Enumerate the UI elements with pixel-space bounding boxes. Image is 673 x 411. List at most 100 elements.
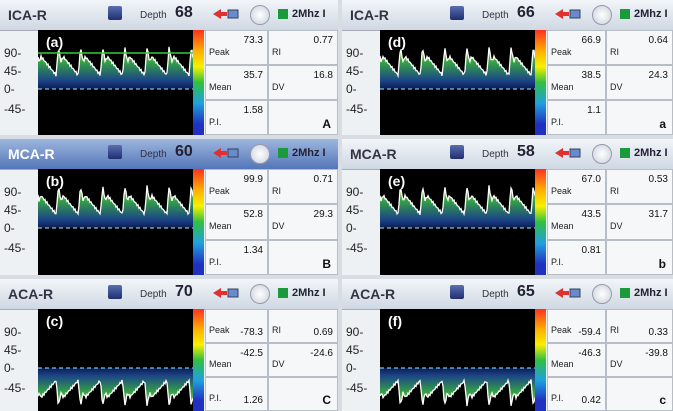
scale-label: 90-: [4, 325, 21, 339]
doppler-panel: ICA-RDepth682Mhz I90-45-0--45-(a)Peak73.…: [0, 0, 338, 135]
scale-label: 45-: [4, 64, 21, 78]
data-cell: Peak-78.3: [205, 309, 268, 343]
toggle-button[interactable]: [250, 284, 270, 304]
vessel-name: ICA-R: [350, 7, 389, 23]
direction-icon: [555, 147, 581, 159]
dv-label: DV: [272, 221, 285, 231]
mean-label: Mean: [551, 221, 574, 231]
probe-icon: [450, 285, 464, 299]
data-cell: P.I.0.81: [547, 240, 606, 275]
arrow-red: [555, 288, 569, 298]
mean-value: 43.5: [582, 209, 601, 220]
dv-value: 24.3: [649, 70, 668, 81]
frequency: 2Mhz I: [292, 287, 326, 299]
mean-value: 52.8: [244, 209, 263, 220]
scale-label: 0-: [4, 221, 15, 235]
dv-value: 31.7: [649, 209, 668, 220]
spectrum: (e): [380, 169, 535, 275]
dv-label: DV: [272, 359, 285, 369]
panel-tag: (e): [388, 173, 405, 189]
depth-value: 65: [517, 283, 535, 301]
pi-label: P.I.: [551, 393, 563, 403]
depth-value: 60: [175, 143, 193, 161]
data-cell: Mean-42.5: [205, 343, 268, 377]
panel-header: ACA-RDepth652Mhz I: [342, 279, 673, 310]
vessel-name: MCA-R: [8, 146, 55, 162]
status-indicator: [620, 9, 630, 19]
ri-label: RI: [610, 47, 619, 57]
peak-value: 99.9: [244, 174, 263, 185]
depth-label: Depth: [140, 149, 167, 160]
dv-label: DV: [272, 82, 285, 92]
data-cell: B: [268, 240, 338, 275]
probe-icon: [450, 6, 464, 20]
toggle-button[interactable]: [250, 5, 270, 25]
mean-value: 38.5: [582, 70, 601, 81]
depth-value: 68: [175, 4, 193, 22]
data-cell: P.I.1.26: [205, 377, 268, 411]
data-cell: Peak 67.0: [547, 169, 606, 204]
frequency: 2Mhz I: [634, 287, 668, 299]
probe-box: [570, 289, 580, 297]
depth-value: 58: [517, 143, 535, 161]
scale-label: 90-: [4, 185, 21, 199]
scale-label: 90-: [346, 325, 363, 339]
composite-screenshot: ICA-RDepth682Mhz I90-45-0--45-(a)Peak73.…: [0, 0, 673, 411]
direction-icon: [213, 8, 239, 20]
panel-tag: (f): [388, 313, 402, 329]
panel-letter: A: [322, 117, 331, 131]
mean-label: Mean: [551, 359, 574, 369]
arrow-red: [213, 148, 227, 158]
color-bar: [535, 30, 546, 135]
color-bar: [193, 30, 204, 135]
spectrum: (d): [380, 30, 535, 135]
data-cell: A: [268, 100, 338, 135]
ri-value: 0.53: [649, 174, 668, 185]
data-cell: DV29.3: [268, 204, 338, 239]
probe-box: [228, 149, 238, 157]
panel-letter: c: [659, 393, 666, 407]
peak-label: Peak: [551, 325, 572, 335]
data-cell: P.I.1.1: [547, 100, 606, 135]
direction-icon: [213, 287, 239, 299]
panel-letter: b: [659, 257, 666, 271]
peak-value: 67.0: [582, 174, 601, 185]
data-cell: RI0.77: [268, 30, 338, 65]
frequency: 2Mhz I: [292, 147, 326, 159]
pi-value: 1.1: [587, 105, 601, 116]
data-cell: RI 0.64: [606, 30, 673, 65]
peak-value: -78.3: [240, 327, 263, 338]
arrow-red: [555, 9, 569, 19]
ri-value: 0.69: [314, 327, 333, 338]
dv-value: -39.8: [645, 348, 668, 359]
depth-value: 70: [175, 283, 193, 301]
ri-value: 0.64: [649, 35, 668, 46]
toggle-button[interactable]: [592, 284, 612, 304]
panel-tag: (d): [388, 34, 406, 50]
toggle-button[interactable]: [250, 144, 270, 164]
doppler-panel: ACA-RDepth652Mhz I90-45-0--45-(f)Peak-59…: [342, 279, 673, 411]
data-cell: DV16.8: [268, 65, 338, 100]
toggle-button[interactable]: [592, 144, 612, 164]
peak-label: Peak: [551, 186, 572, 196]
doppler-panel: MCA-RDepth582Mhz I90-45-0--45-(e)Peak67.…: [342, 139, 673, 275]
depth-label: Depth: [140, 289, 167, 300]
scale-label: 45-: [346, 343, 363, 357]
toggle-button[interactable]: [592, 5, 612, 25]
peak-value: 73.3: [244, 35, 263, 46]
scale-label: 45-: [4, 203, 21, 217]
probe-box: [570, 149, 580, 157]
frequency: 2Mhz I: [634, 147, 668, 159]
scale-label: 45-: [4, 343, 21, 357]
data-cell: DV31.7: [606, 204, 673, 239]
panel-header: MCA-R Depth 60 2Mhz I: [0, 139, 338, 170]
scale-label: 0-: [4, 82, 15, 96]
